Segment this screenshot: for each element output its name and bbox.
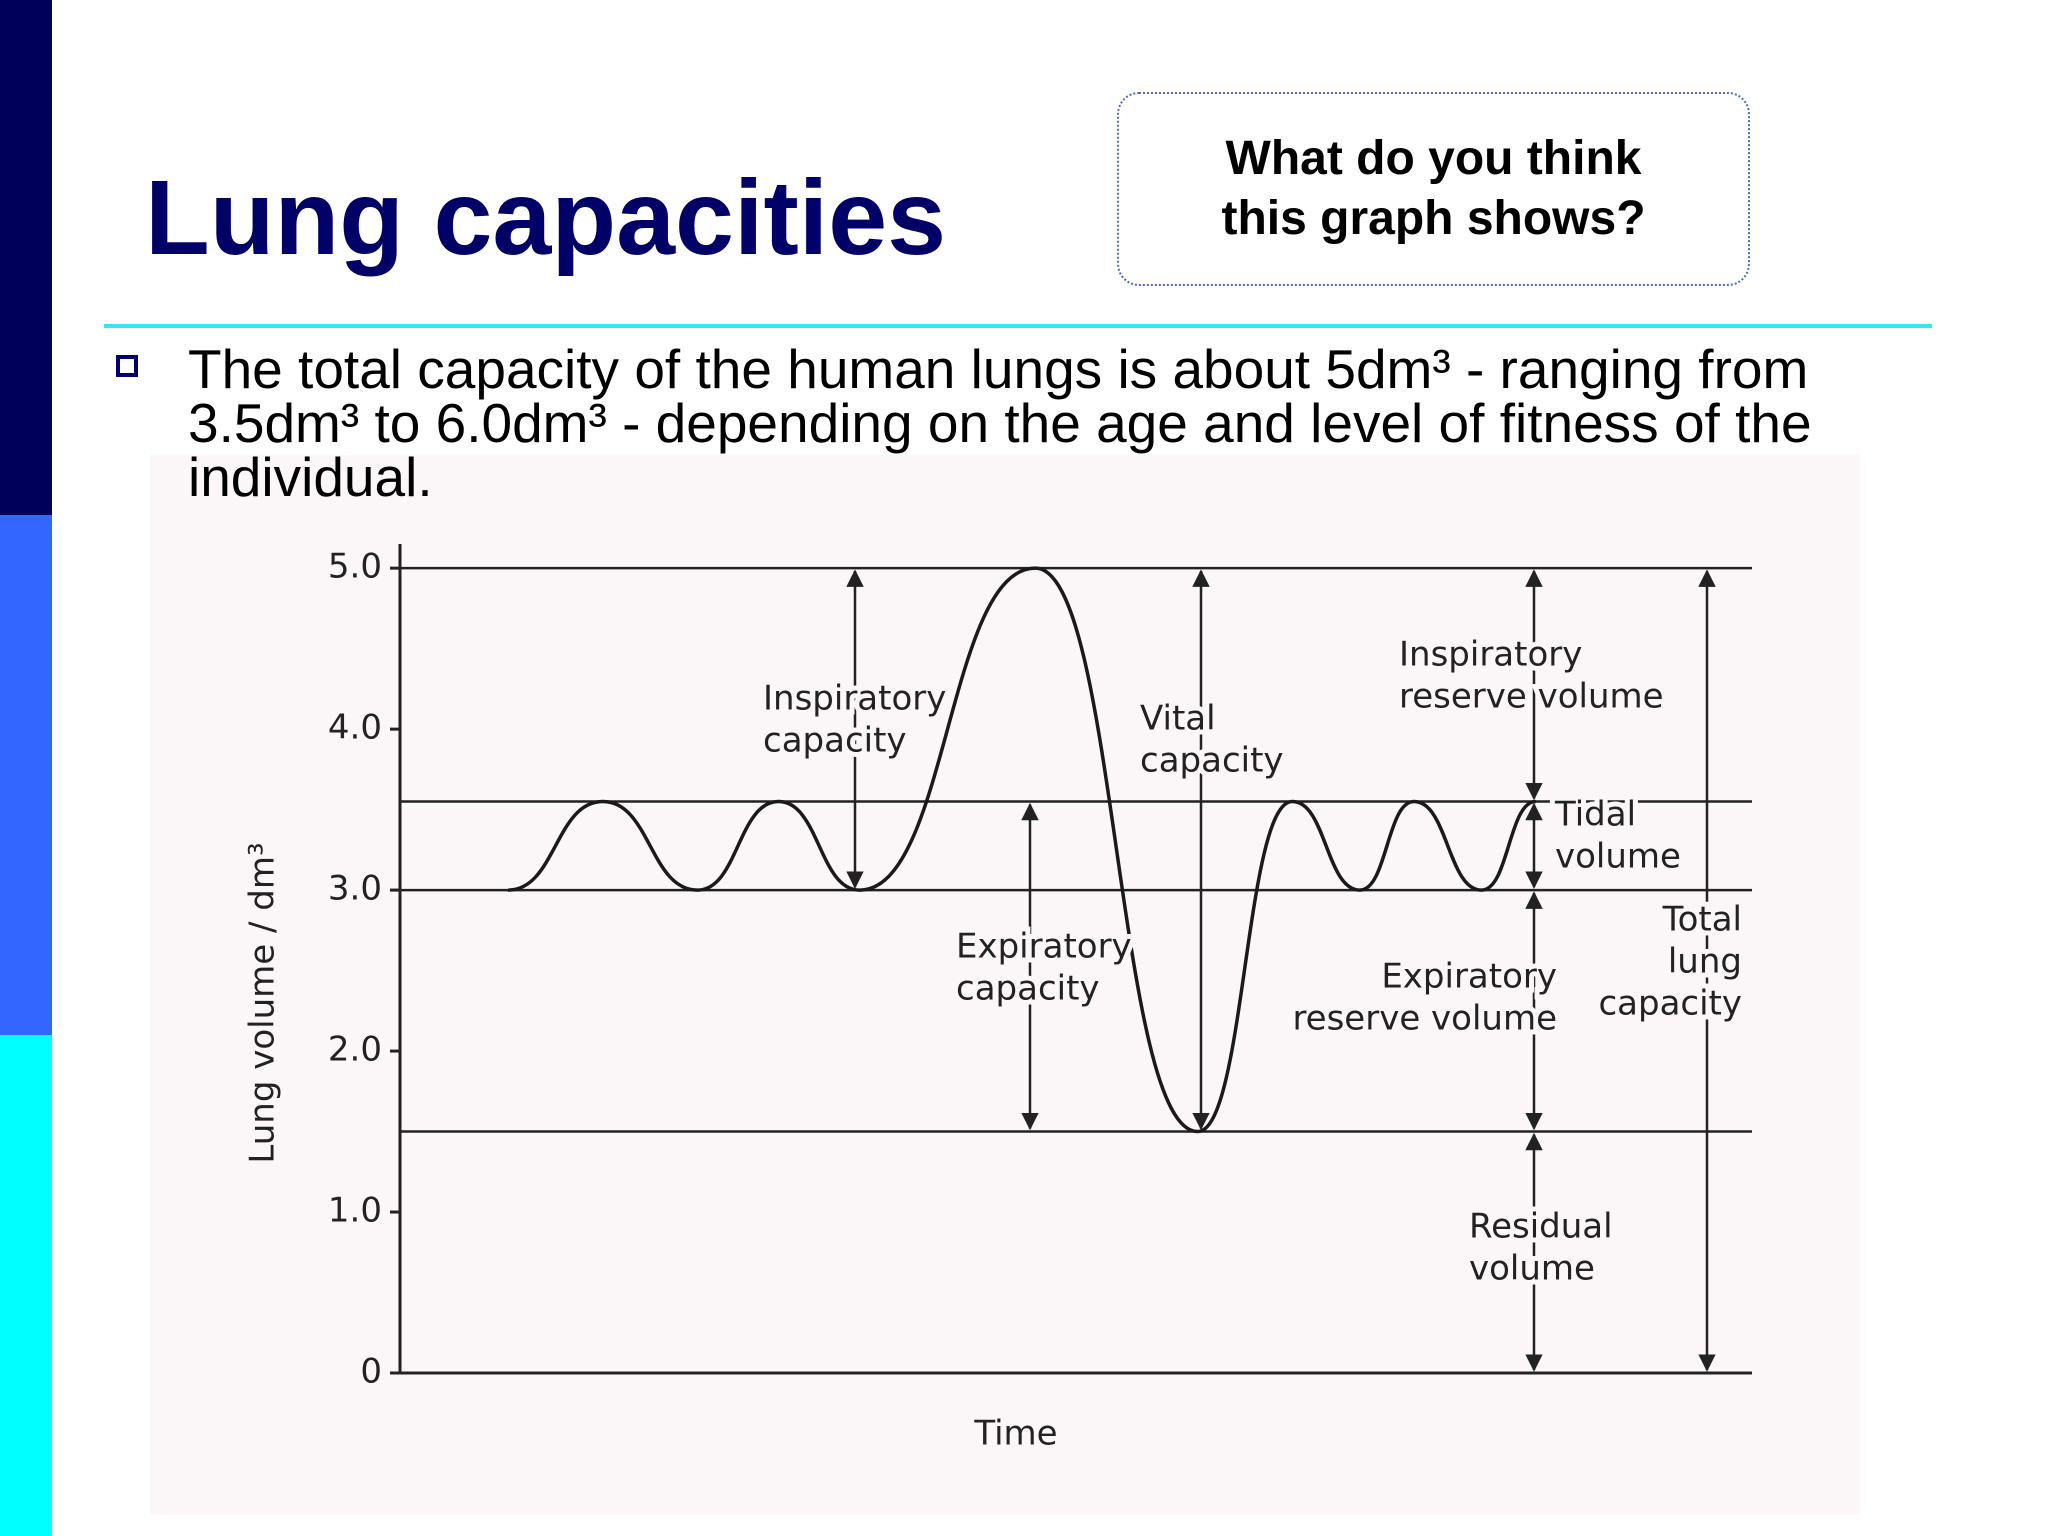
y-tick-label: 5.0 <box>328 547 382 587</box>
annotation: Residual <box>1469 1207 1613 1247</box>
annotation: capacity <box>1140 741 1284 781</box>
side-band <box>0 515 52 1035</box>
y-tick-label: 3.0 <box>328 869 382 909</box>
y-axis-label: Lung volume / dm³ <box>243 842 283 1163</box>
annotation: Total <box>1662 900 1742 940</box>
annotation: reserve volume <box>1399 677 1664 717</box>
y-tick-label: 4.0 <box>328 708 382 748</box>
annotation: capacity <box>956 969 1100 1009</box>
side-band <box>0 1035 52 1536</box>
y-tick-label: 1.0 <box>328 1191 382 1231</box>
annotation: Expiratory <box>1381 957 1557 997</box>
annotation: lung <box>1668 942 1742 982</box>
bullet-marker <box>116 355 138 377</box>
annotation: volume <box>1555 837 1681 877</box>
bullet-text: The total capacity of the human lungs is… <box>188 338 1812 508</box>
annotation: Expiratory <box>956 927 1132 967</box>
slide-title: Lung capacities <box>145 159 947 277</box>
callout-line: this graph shows? <box>1221 192 1646 245</box>
y-tick-label: 0 <box>360 1352 382 1392</box>
side-band <box>0 0 52 515</box>
annotation: Inspiratory <box>763 679 946 719</box>
x-axis-label: Time <box>973 1414 1057 1454</box>
y-tick-label: 2.0 <box>328 1030 382 1070</box>
annotation: Vital <box>1140 699 1216 739</box>
callout: What do you think this graph shows? <box>1117 92 1750 286</box>
annotation: Tidal <box>1554 795 1636 835</box>
bullet-line: The total capacity of the human lungs is… <box>188 338 1809 400</box>
annotation: capacity <box>763 721 907 761</box>
bullet-line: 3.5dm³ to 6.0dm³ - depending on the age … <box>188 392 1812 454</box>
volume-trace <box>508 566 1537 1134</box>
divider <box>104 324 1932 328</box>
annotation: reserve volume <box>1292 999 1557 1039</box>
figure-background <box>150 455 1860 1515</box>
annotation: Inspiratory <box>1399 635 1582 675</box>
bullet-line: individual. <box>188 446 433 508</box>
annotation: volume <box>1469 1249 1595 1289</box>
callout-line: What do you think <box>1225 132 1642 185</box>
annotation: capacity <box>1598 984 1742 1024</box>
